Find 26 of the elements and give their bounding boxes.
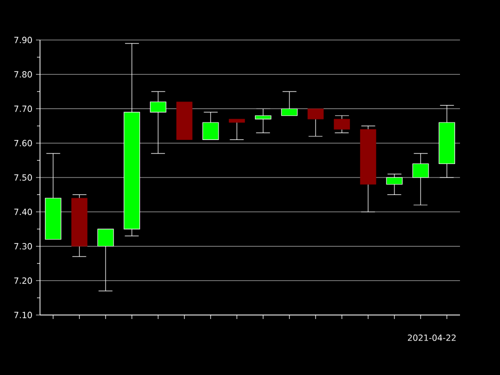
candlestick	[254, 108, 272, 134]
y-tick-label: 7.50	[14, 174, 32, 181]
x-axis-title: 2021-04-22	[408, 334, 456, 341]
candlestick	[202, 112, 219, 140]
candlestick	[360, 126, 376, 212]
candlestick	[150, 91, 166, 154]
candlestick	[386, 174, 403, 195]
candlestick	[334, 115, 350, 134]
candlestick	[97, 228, 114, 292]
candlestick	[71, 194, 88, 257]
candlestick	[124, 43, 140, 236]
candlestick	[308, 108, 324, 137]
y-tick-label: 7.30	[14, 243, 32, 250]
candlestick	[176, 102, 192, 140]
y-tick-label: 7.90	[14, 36, 32, 44]
y-tick-label: 7.20	[14, 277, 32, 284]
y-tick-label: 7.80	[14, 71, 32, 78]
y-tick-label: 7.40	[14, 208, 32, 216]
candlestick	[412, 153, 429, 206]
candlestick	[228, 118, 245, 140]
candlestick	[44, 153, 62, 240]
y-tick-label: 7.70	[14, 106, 32, 112]
y-tick-label: 7.10	[14, 312, 32, 318]
candlestick	[438, 105, 456, 178]
y-tick-label: 7.60	[14, 140, 32, 146]
candlestick	[281, 91, 298, 116]
